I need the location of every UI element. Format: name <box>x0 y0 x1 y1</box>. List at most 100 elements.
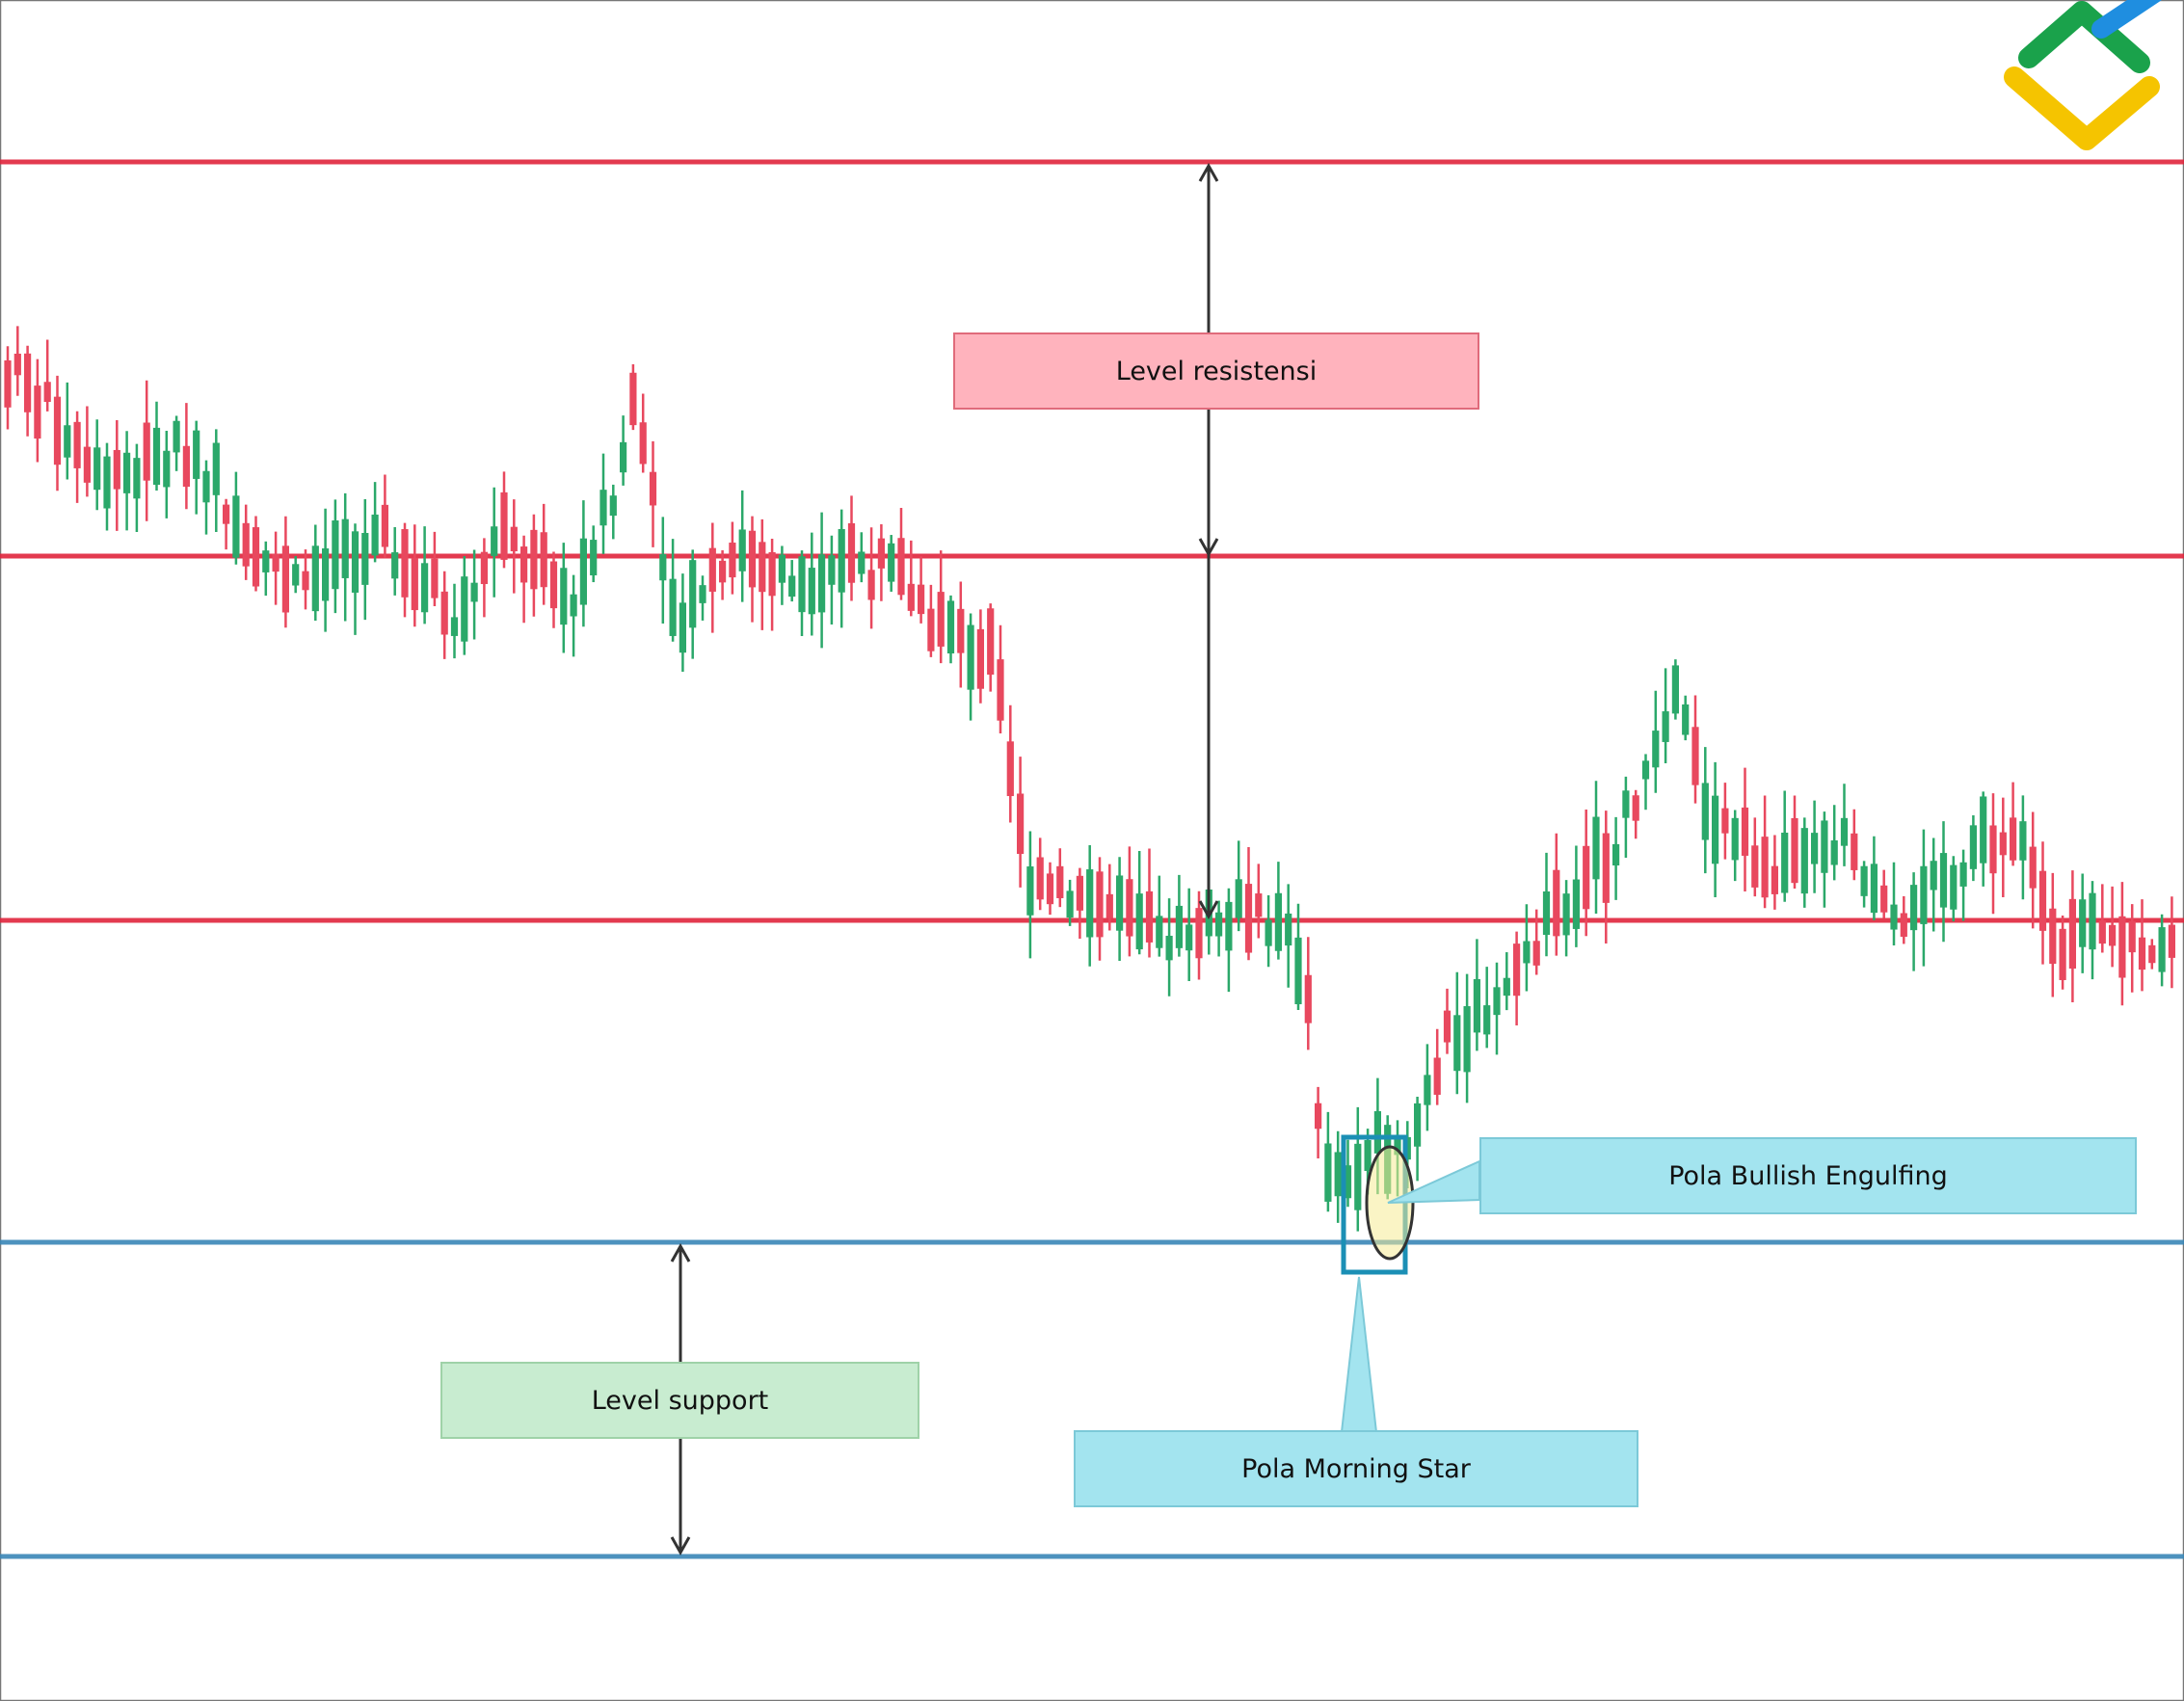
candle-body <box>1036 857 1044 900</box>
candle-body <box>470 582 478 602</box>
candle-body <box>53 396 62 465</box>
candle-body <box>1116 875 1124 931</box>
candle-body <box>163 450 171 488</box>
candle-body <box>946 600 955 654</box>
candle-body <box>223 504 230 524</box>
candle-body <box>1612 843 1620 866</box>
candle-body <box>391 552 399 579</box>
candle-body <box>64 425 71 458</box>
candle-body <box>1840 817 1849 846</box>
candle-body <box>1145 890 1154 943</box>
candle-body <box>1424 1075 1431 1105</box>
resistance-arrow-head-top <box>1198 162 1219 182</box>
candle-body <box>1652 731 1660 768</box>
candle-body <box>1394 1136 1401 1156</box>
candle-body <box>1503 977 1510 997</box>
candle-body <box>1662 711 1669 742</box>
candle-body <box>1364 1140 1372 1171</box>
candle-body <box>1821 820 1828 873</box>
candle-body <box>768 551 776 597</box>
candle-body <box>411 557 418 611</box>
candle-body <box>1592 816 1600 880</box>
candle-body <box>202 470 210 503</box>
candle-body <box>957 608 965 653</box>
candle-body <box>1076 875 1083 911</box>
candle-body <box>520 546 528 583</box>
candle-body <box>1315 1103 1322 1130</box>
candle-body <box>997 659 1004 721</box>
candle-body <box>669 578 677 636</box>
candle-body <box>123 452 131 493</box>
candle-body <box>361 533 369 585</box>
candle-body <box>341 518 349 578</box>
candle-body <box>2138 937 2146 970</box>
candle-body <box>1632 795 1639 821</box>
candle-body <box>708 547 716 592</box>
candle-body <box>1463 1006 1471 1073</box>
candle-body <box>500 492 508 560</box>
candle-body <box>897 538 905 596</box>
candle-body <box>173 420 180 453</box>
candle-body <box>1006 741 1014 797</box>
candle-body <box>976 628 984 689</box>
candle-body <box>1870 864 1878 914</box>
candle-body <box>232 495 240 558</box>
candle-body <box>2010 817 2017 861</box>
candle-body <box>1344 1165 1352 1199</box>
candle-body <box>1622 790 1630 818</box>
candle-body <box>152 427 161 486</box>
candle-body <box>1493 987 1501 1016</box>
candle-body <box>1046 873 1054 905</box>
candle-body <box>1473 979 1480 1033</box>
candle-body <box>967 625 974 690</box>
candle-body <box>549 561 558 609</box>
candle-body <box>798 556 806 613</box>
candle-body <box>182 445 190 488</box>
candle-body <box>1939 853 1948 908</box>
candle-body <box>867 570 875 600</box>
candle-body <box>2019 821 2027 861</box>
candle-body <box>193 430 200 479</box>
candle-body <box>1483 1005 1491 1035</box>
candle-body <box>1433 1057 1441 1095</box>
candle-body <box>1781 832 1789 893</box>
candle-body <box>83 446 91 483</box>
candle-body <box>252 527 260 587</box>
support-level-label: Level support <box>440 1362 919 1439</box>
candle-body <box>599 490 607 526</box>
candle-body <box>450 617 459 636</box>
candle-body <box>907 583 915 611</box>
candle-body <box>1731 817 1739 861</box>
candle-body <box>2109 924 2117 946</box>
candle-body <box>1056 865 1064 898</box>
candle-body <box>699 585 706 603</box>
candle-body <box>560 568 568 625</box>
candle-body <box>1791 817 1798 884</box>
morning-star-label: Pola Morning Star <box>1074 1430 1638 1507</box>
candle-body <box>1751 845 1759 888</box>
candle-body <box>1185 924 1193 951</box>
candle-body <box>272 553 280 572</box>
candle-body <box>1930 861 1937 890</box>
candle-body <box>858 551 866 574</box>
candle-body <box>332 520 339 590</box>
candle-body <box>1572 879 1580 929</box>
candle-body <box>847 522 856 583</box>
candle-body <box>1532 941 1540 966</box>
candle-body <box>1523 941 1531 964</box>
candle-body <box>828 555 836 585</box>
candle-body <box>1086 869 1094 938</box>
candle-body <box>1096 871 1104 938</box>
candle-body <box>4 359 12 408</box>
candle-body <box>43 382 51 403</box>
candle-body <box>788 575 796 598</box>
candle-body <box>1999 832 2007 856</box>
candle-body <box>659 554 667 581</box>
candle-body <box>570 594 577 617</box>
candle-body <box>401 529 409 598</box>
candle-body <box>1265 919 1272 946</box>
candle-body <box>1900 913 1907 938</box>
candle-body <box>381 504 388 547</box>
candle-body <box>1583 845 1590 910</box>
candle-body <box>262 550 270 572</box>
